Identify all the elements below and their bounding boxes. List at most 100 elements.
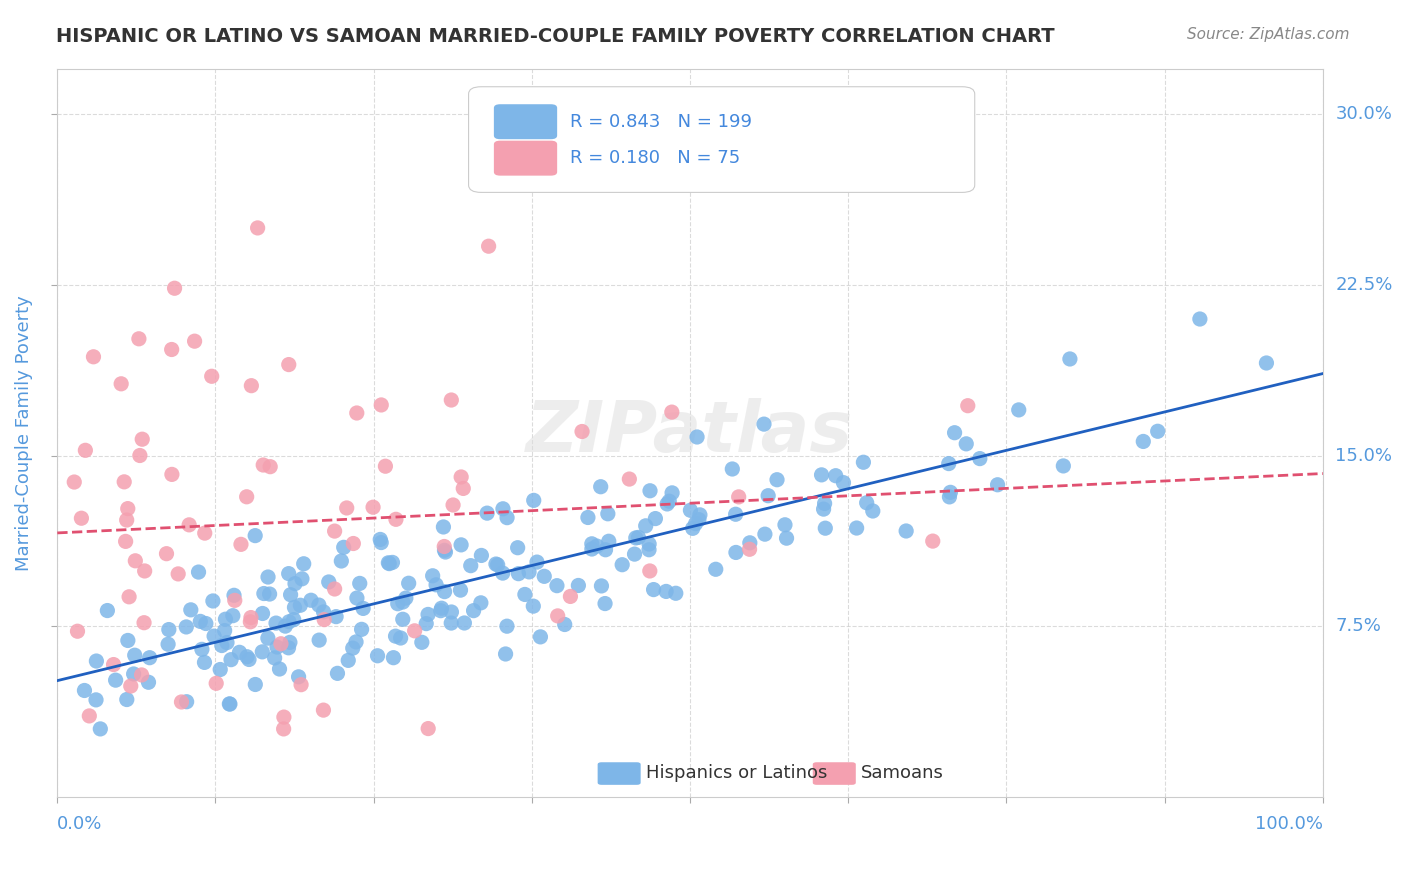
FancyBboxPatch shape bbox=[494, 104, 557, 139]
Point bbox=[70, 511, 93, 525]
Point bbox=[522, 599, 544, 614]
Point bbox=[277, 566, 299, 581]
Point bbox=[252, 458, 274, 472]
Point bbox=[160, 343, 183, 357]
Point bbox=[284, 576, 307, 591]
Point bbox=[252, 645, 274, 659]
FancyBboxPatch shape bbox=[494, 141, 557, 176]
Point bbox=[688, 513, 710, 527]
Point bbox=[188, 615, 211, 629]
Point bbox=[194, 616, 217, 631]
Point bbox=[440, 392, 463, 407]
Point bbox=[323, 582, 346, 596]
Point bbox=[257, 631, 280, 645]
Point bbox=[269, 662, 291, 676]
Point bbox=[422, 568, 444, 582]
Point bbox=[416, 607, 439, 622]
Point bbox=[433, 584, 456, 599]
Point bbox=[638, 537, 661, 551]
Point bbox=[766, 473, 789, 487]
FancyBboxPatch shape bbox=[598, 763, 641, 785]
Point bbox=[546, 579, 568, 593]
Point bbox=[921, 534, 943, 549]
Point bbox=[478, 239, 501, 253]
Point bbox=[96, 603, 118, 617]
Point bbox=[496, 619, 519, 633]
Point bbox=[586, 539, 609, 553]
Point bbox=[845, 521, 868, 535]
Point bbox=[496, 510, 519, 524]
Point bbox=[219, 697, 242, 711]
Point bbox=[218, 697, 240, 711]
Point bbox=[612, 558, 634, 572]
Point bbox=[112, 475, 135, 489]
Point bbox=[404, 624, 426, 638]
Point bbox=[775, 531, 797, 545]
Point bbox=[117, 633, 139, 648]
Point bbox=[1008, 403, 1031, 417]
Point bbox=[391, 612, 413, 626]
Point bbox=[240, 378, 263, 392]
Point bbox=[326, 666, 349, 681]
Text: 0.0%: 0.0% bbox=[58, 815, 103, 833]
Point bbox=[727, 490, 749, 504]
Point bbox=[350, 623, 373, 637]
Point bbox=[598, 534, 620, 549]
Point bbox=[389, 631, 412, 645]
Text: 15.0%: 15.0% bbox=[1336, 447, 1392, 465]
Point bbox=[862, 504, 884, 518]
Point bbox=[115, 692, 138, 706]
Point bbox=[278, 615, 301, 629]
Point bbox=[115, 513, 138, 527]
Point bbox=[122, 667, 145, 681]
Point bbox=[243, 528, 266, 542]
Point bbox=[280, 588, 302, 602]
Point bbox=[202, 629, 225, 643]
Point bbox=[352, 601, 374, 615]
Point bbox=[571, 425, 593, 439]
Point bbox=[398, 576, 420, 591]
Point bbox=[314, 613, 336, 627]
Point bbox=[132, 615, 155, 630]
Text: R = 0.843   N = 199: R = 0.843 N = 199 bbox=[569, 112, 752, 131]
Y-axis label: Married-Couple Family Poverty: Married-Couple Family Poverty bbox=[15, 295, 32, 571]
Point bbox=[170, 695, 193, 709]
Point bbox=[450, 583, 472, 598]
Point bbox=[157, 623, 180, 637]
Point bbox=[523, 493, 546, 508]
Point bbox=[595, 542, 617, 557]
Point bbox=[679, 503, 702, 517]
Point bbox=[813, 496, 835, 510]
Point bbox=[124, 554, 146, 568]
Point bbox=[312, 703, 335, 717]
Point bbox=[257, 570, 280, 584]
Point bbox=[451, 482, 474, 496]
Point bbox=[634, 518, 657, 533]
FancyBboxPatch shape bbox=[813, 763, 856, 785]
Point bbox=[337, 653, 360, 667]
Point bbox=[283, 600, 305, 615]
Point bbox=[596, 507, 619, 521]
Point bbox=[738, 542, 761, 557]
Point bbox=[657, 497, 679, 511]
Point bbox=[377, 556, 399, 570]
Point bbox=[264, 616, 287, 631]
Point bbox=[239, 615, 262, 629]
Point bbox=[440, 605, 463, 619]
Point bbox=[506, 541, 529, 555]
Point bbox=[855, 496, 877, 510]
Point bbox=[686, 430, 709, 444]
Point bbox=[554, 617, 576, 632]
Point bbox=[638, 564, 661, 578]
Point bbox=[1132, 434, 1154, 449]
FancyBboxPatch shape bbox=[468, 87, 974, 193]
Point bbox=[174, 620, 197, 634]
Point bbox=[638, 483, 661, 498]
Point bbox=[533, 569, 555, 583]
Point bbox=[418, 722, 440, 736]
Point bbox=[128, 449, 150, 463]
Point bbox=[273, 710, 295, 724]
Point bbox=[824, 468, 846, 483]
Point bbox=[460, 558, 482, 573]
Point bbox=[589, 480, 612, 494]
